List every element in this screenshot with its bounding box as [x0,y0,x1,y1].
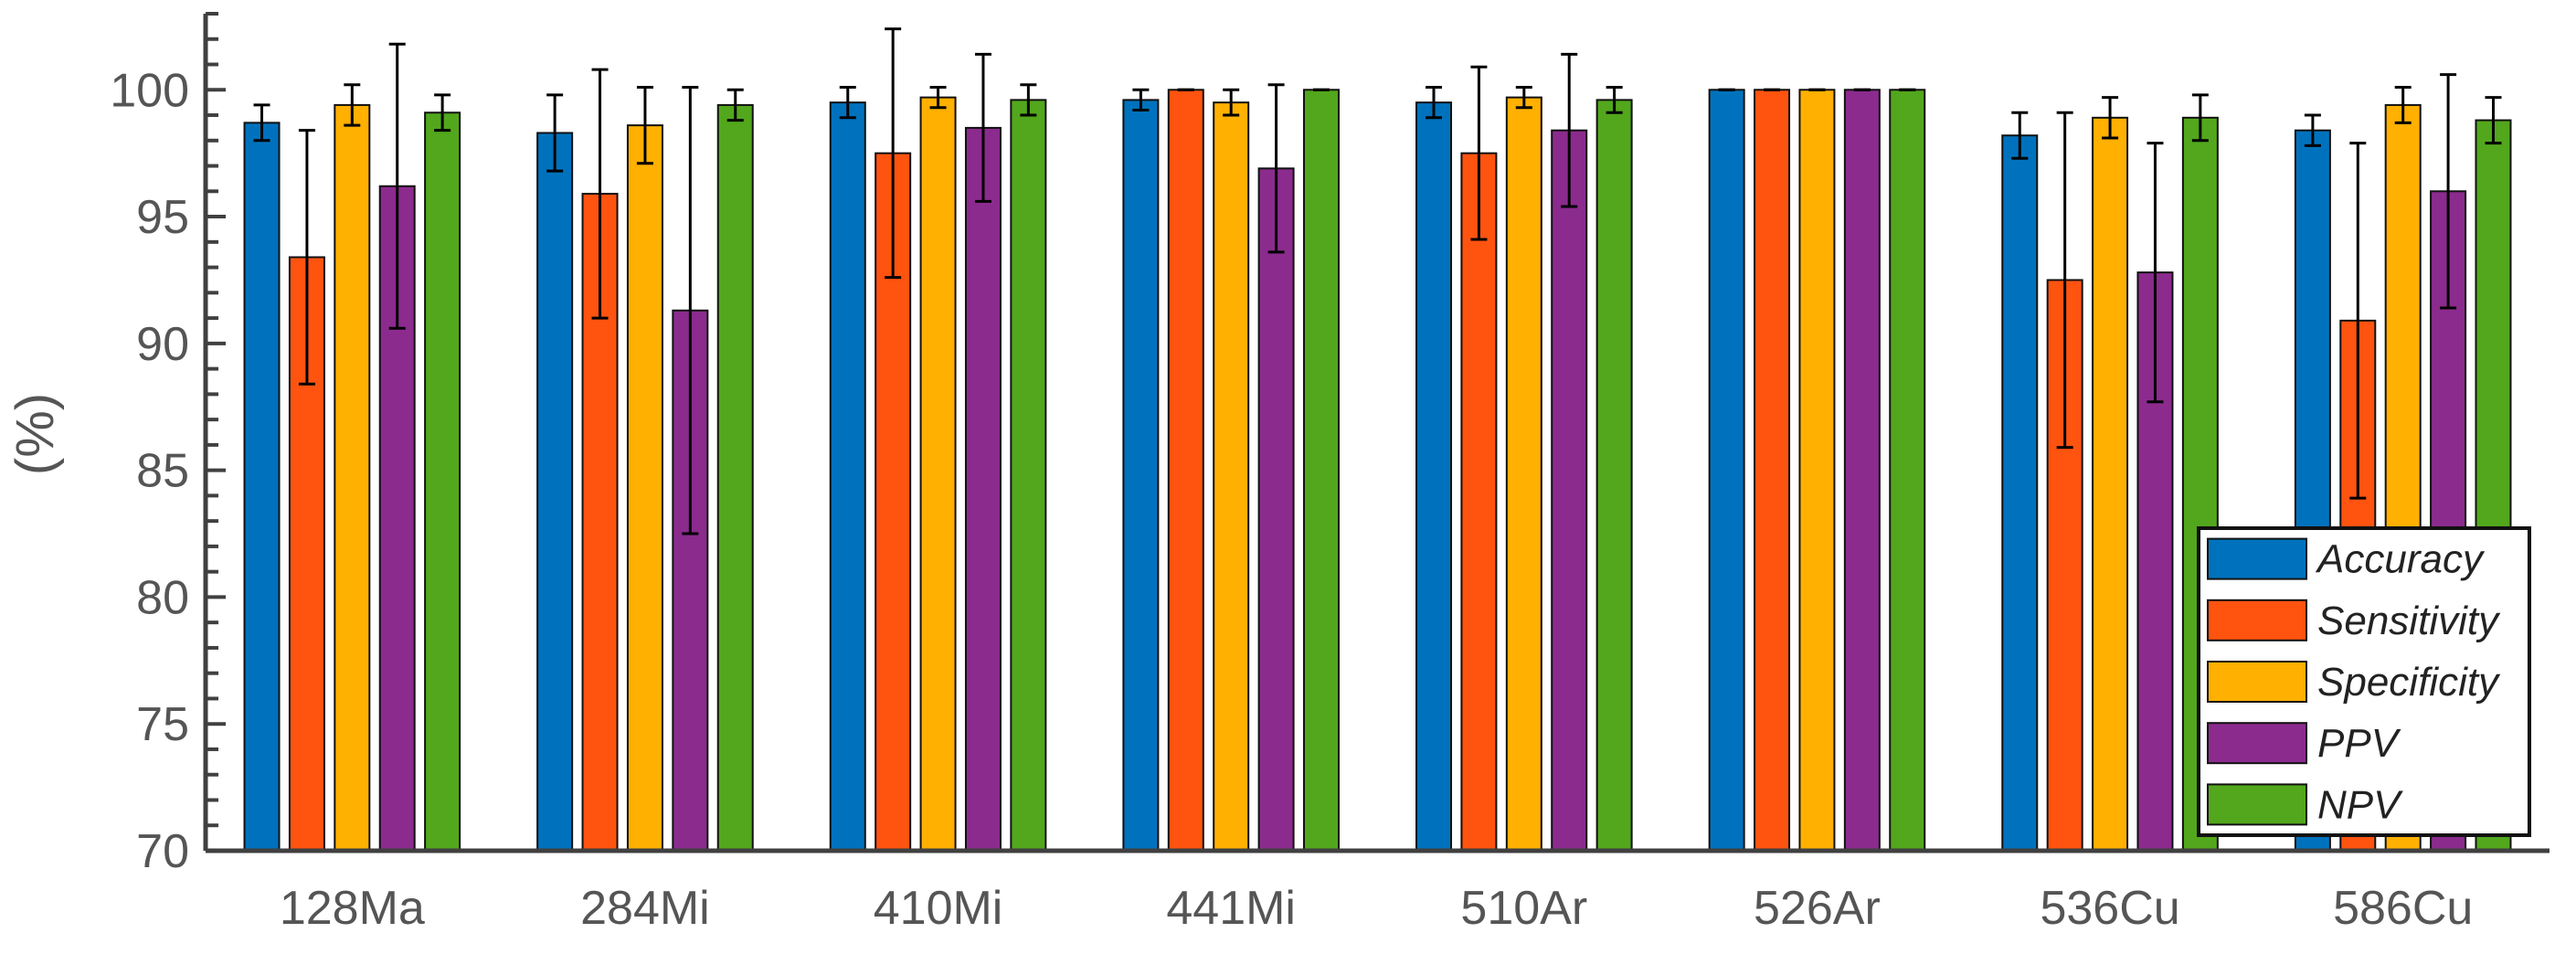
bar-specificity-410mi [919,96,957,853]
x-tick-label: 441Mi [1166,882,1296,935]
legend-swatch-specificity [2207,661,2307,703]
bar-ppv-410mi [964,126,1002,852]
error-bar-sensitivity-284mi [591,68,609,320]
legend: Accuracy Sensitivity Specificity PPV NPV [2197,526,2531,837]
bar-sensitivity-526ar [1754,89,1791,853]
error-bar-ppv-536cu [2147,142,2164,404]
y-tick-label: 95 [136,191,189,244]
axes [203,14,2549,853]
bar-accuracy-284mi [536,132,574,852]
bar-npv-128ma [424,111,461,853]
error-bar-npv-510ar [1606,85,1623,114]
bar-accuracy-128ma [243,122,281,852]
error-bar-accuracy-410mi [839,85,856,120]
error-bar-accuracy-284mi [546,93,564,173]
bar-specificity-526ar [1798,89,1836,853]
error-bar-npv-128ma [434,93,451,132]
x-tick-label: 410Mi [874,882,1003,935]
bar-npv-284mi [716,103,754,853]
error-bar-sensitivity-510ar [1470,65,1488,241]
x-tick-label: 586Cu [2333,882,2473,935]
bars [243,89,2512,853]
x-tick-label: 510Ar [1460,882,1587,935]
error-bar-ppv-410mi [974,52,991,203]
error-bar-npv-284mi [726,88,744,122]
error-bar-ppv-510ar [1561,52,1578,208]
error-bar-specificity-536cu [2102,96,2119,140]
y-tick-label: 70 [136,825,189,878]
bar-sensitivity-441mi [1167,89,1204,853]
bar-ppv-510ar [1551,129,1588,852]
bar-ppv-441mi [1257,167,1295,852]
y-axis-ticks [206,12,226,853]
error-bar-accuracy-510ar [1426,85,1443,120]
error-bar-ppv-586cu [2440,73,2457,310]
error-bar-npv-536cu [2191,93,2209,143]
legend-label-accuracy: Accuracy [2315,537,2486,582]
error-bar-sensitivity-536cu [2056,111,2073,450]
y-tick-label: 75 [136,698,189,751]
bar-npv-410mi [1010,99,1047,853]
legend-swatch-accuracy [2207,537,2307,580]
error-bar-accuracy-586cu [2304,113,2321,147]
error-bar-sensitivity-128ma [298,129,315,386]
legend-swatch-npv [2207,783,2307,826]
y-axis-label: (%) [5,393,65,475]
bar-accuracy-536cu [2001,134,2039,852]
error-bar-npv-586cu [2485,96,2502,145]
bar-npv-510ar [1595,99,1633,853]
error-bar-sensitivity-586cu [2349,142,2367,500]
x-tick-label: 536Cu [2040,882,2179,935]
tick-labels: 70 75 80 85 90 95 100 128Ma 284Mi 410Mi 441Mi 510Ar… [110,64,2473,935]
bar-specificity-510ar [1505,96,1542,853]
error-bar-npv-410mi [1020,83,1037,117]
legend-swatch-sensitivity [2207,599,2307,641]
error-bar-ppv-284mi [682,85,699,535]
legend-label-sensitivity: Sensitivity [2317,599,2501,643]
error-bar-accuracy-128ma [253,103,270,143]
bar-accuracy-441mi [1122,99,1160,853]
x-tick-label: 128Ma [280,882,425,935]
error-bar-accuracy-441mi [1132,88,1150,111]
error-bar-specificity-410mi [929,85,947,110]
error-bar-accuracy-536cu [2011,111,2029,160]
y-tick-label: 90 [136,318,189,371]
y-tick-label: 80 [136,571,189,624]
bar-accuracy-526ar [1708,89,1745,853]
bar-npv-526ar [1889,89,1926,853]
bar-accuracy-510ar [1415,101,1453,853]
bar-specificity-536cu [2092,116,2129,853]
error-bar-specificity-510ar [1515,85,1532,110]
bar-accuracy-410mi [829,101,866,853]
y-tick-label: 85 [136,445,189,498]
error-bar-specificity-284mi [636,85,653,165]
bar-specificity-128ma [334,103,371,853]
x-tick-label: 284Mi [580,882,710,935]
bar-specificity-441mi [1213,101,1250,853]
error-bar-specificity-441mi [1223,88,1240,117]
error-bar-specificity-586cu [2394,85,2412,124]
bar-sensitivity-510ar [1460,152,1498,852]
bar-npv-441mi [1302,89,1340,853]
bar-ppv-526ar [1843,89,1881,853]
error-bar-sensitivity-410mi [885,27,902,280]
bar-specificity-284mi [626,124,663,852]
error-bar-ppv-441mi [1267,83,1285,254]
error-bars [253,27,2502,535]
legend-label-npv: NPV [2317,782,2403,827]
x-tick-label: 526Ar [1754,882,1881,935]
error-bar-specificity-128ma [344,83,361,127]
y-tick-label: 100 [110,64,189,117]
legend-swatch-ppv [2207,722,2307,765]
legend-label-ppv: PPV [2317,721,2401,766]
error-bar-ppv-128ma [388,42,406,330]
legend-label-specificity: Specificity [2317,660,2501,705]
